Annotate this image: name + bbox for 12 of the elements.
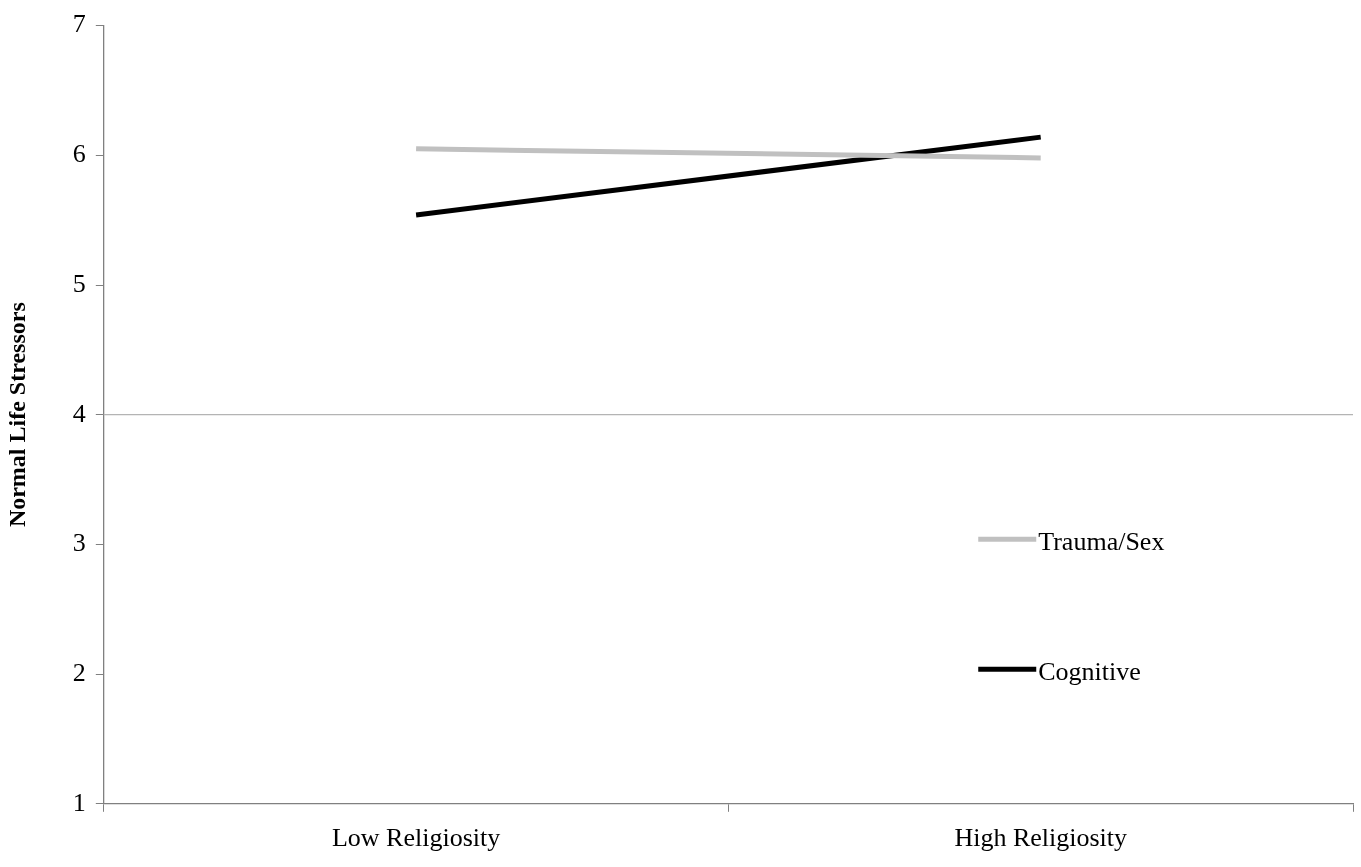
- x-tick-label: Low Religiosity: [331, 823, 501, 853]
- y-tick-label: 1: [72, 787, 86, 817]
- legend-label: Trauma/Sex: [1038, 527, 1165, 557]
- y-tick-label: 6: [72, 139, 86, 169]
- y-tick-label: 3: [72, 528, 86, 558]
- y-axis-title: Normal Life Stressors: [3, 302, 30, 528]
- legend-label: Cognitive: [1038, 657, 1141, 687]
- y-tick-label: 2: [72, 657, 86, 687]
- x-tick-label: High Religiosity: [954, 823, 1128, 853]
- y-tick-label: 4: [72, 398, 86, 428]
- y-tick-label: 5: [72, 268, 86, 298]
- y-tick-label: 7: [72, 9, 86, 39]
